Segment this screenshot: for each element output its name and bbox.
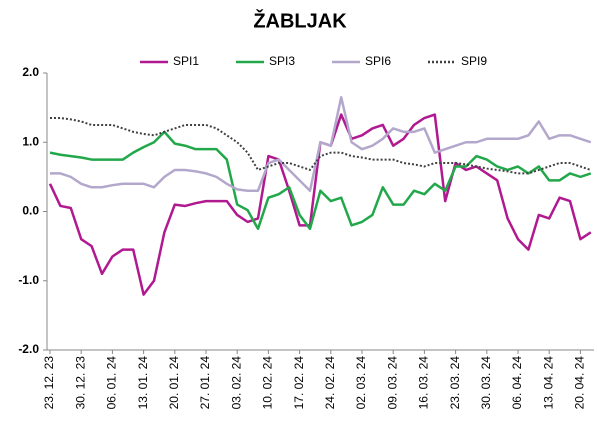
x-tick-label: 03. 02. 24 bbox=[229, 356, 243, 410]
x-tick-label: 06. 04. 24 bbox=[510, 356, 524, 410]
x-tick-label: 13. 01. 24 bbox=[136, 356, 150, 410]
x-tick-label: 16. 03. 24 bbox=[417, 356, 431, 410]
series-line bbox=[50, 117, 592, 175]
x-tick-label: 06. 01. 24 bbox=[105, 356, 119, 410]
y-tick-label: 0.0 bbox=[22, 204, 39, 218]
y-tick-label: 1.0 bbox=[22, 134, 39, 148]
x-tick-label: 09. 03. 24 bbox=[385, 356, 399, 410]
legend-label: SPI3 bbox=[269, 54, 295, 68]
x-tick-label: 20. 04. 24 bbox=[573, 356, 587, 410]
legend-label: SPI1 bbox=[173, 54, 199, 68]
y-tick-label: 2.0 bbox=[22, 65, 39, 79]
x-tick-label: 13. 04. 24 bbox=[541, 356, 555, 410]
x-tick-label: 23. 03. 24 bbox=[448, 356, 462, 410]
legend-label: SPI9 bbox=[461, 54, 487, 68]
y-tick-label: -2.0 bbox=[18, 342, 39, 356]
x-tick-label: 24. 02. 24 bbox=[323, 356, 337, 410]
y-tick-label: -1.0 bbox=[18, 273, 39, 287]
x-tick-label: 23. 12. 23 bbox=[42, 356, 56, 410]
x-tick-label: 20. 01. 24 bbox=[167, 356, 181, 410]
x-tick-label: 27. 01. 24 bbox=[198, 356, 212, 410]
x-tick-label: 10. 02. 24 bbox=[261, 356, 275, 410]
x-tick-label: 30. 03. 24 bbox=[479, 356, 493, 410]
chart-title: ŽABLJAK bbox=[253, 8, 347, 32]
legend-label: SPI6 bbox=[365, 54, 391, 68]
x-tick-label: 02. 03. 24 bbox=[354, 356, 368, 410]
series-line bbox=[50, 95, 592, 192]
series-line bbox=[49, 130, 592, 231]
x-tick-label: 30. 12. 23 bbox=[73, 356, 87, 410]
x-tick-label: 17. 02. 24 bbox=[292, 356, 306, 410]
